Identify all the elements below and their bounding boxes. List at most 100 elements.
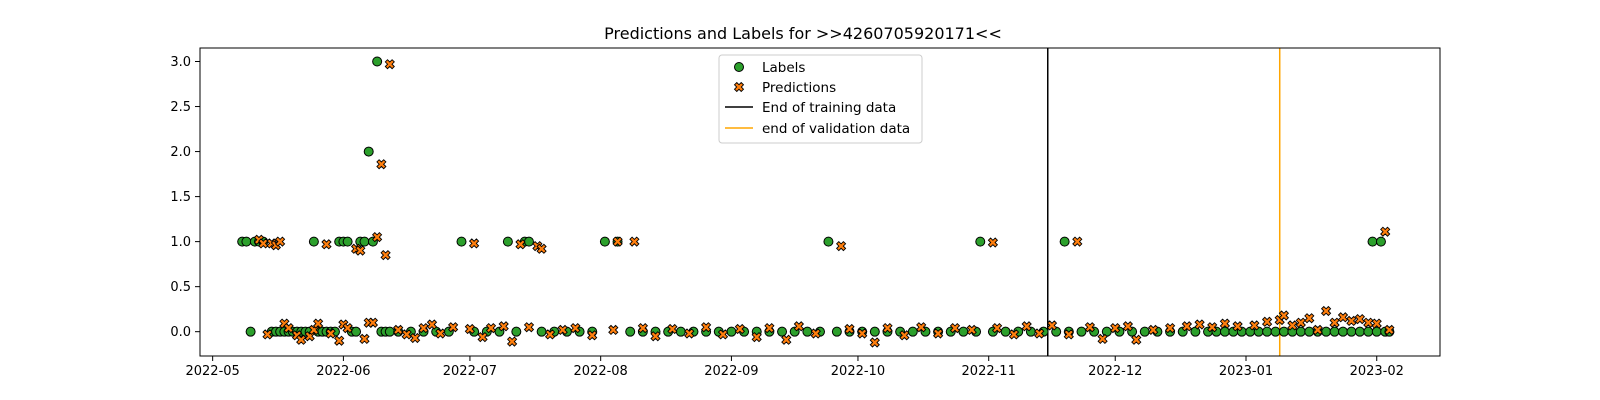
prediction-point (612, 236, 623, 247)
y-tick-label: 3.0 (170, 55, 191, 70)
x-tick-label: 2022-06 (316, 364, 370, 379)
label-point (241, 236, 252, 247)
prediction-point (367, 317, 379, 328)
prediction-point (371, 231, 383, 243)
label-point (675, 326, 686, 337)
label-point (1354, 326, 1365, 337)
legend-labels-text: Labels (762, 60, 805, 76)
prediction-point (342, 322, 353, 334)
label-point (1190, 326, 1201, 337)
legend: Labels Predictions End of training data … (718, 54, 923, 144)
label-point (351, 326, 362, 337)
label-point (1219, 326, 1230, 337)
x-tick-label: 2023-01 (1219, 364, 1273, 379)
prediction-point (899, 330, 910, 341)
prediction-point (932, 328, 944, 339)
x-tick-label: 2022-05 (185, 364, 239, 379)
x-tick-label: 2022-07 (443, 364, 497, 379)
prediction-point (882, 322, 893, 334)
label-point (1375, 236, 1386, 247)
reference-lines (1047, 48, 1281, 356)
prediction-point (325, 328, 336, 339)
prediction-point (1320, 305, 1332, 317)
prediction-point (312, 318, 324, 329)
prediction-point (717, 329, 729, 340)
y-tick-label: 2.5 (170, 100, 191, 115)
prediction-point (1312, 324, 1323, 336)
prediction-point (700, 322, 712, 333)
label-point (342, 236, 353, 247)
prediction-point (916, 322, 927, 333)
prediction-point (283, 322, 294, 334)
prediction-point (1110, 322, 1121, 334)
y-tick-label: 0.0 (170, 325, 191, 340)
prediction-point (1278, 310, 1290, 321)
prediction-point (321, 239, 332, 250)
prediction-point (1304, 313, 1315, 324)
prediction-point (435, 328, 446, 339)
prediction-point (1207, 322, 1218, 333)
y-axis: 0.0 0.5 1.0 1.5 2.0 2.5 3.0 (170, 55, 200, 340)
prediction-point (359, 333, 370, 345)
label-point (1000, 326, 1011, 337)
prediction-point (991, 322, 1003, 334)
legend-predictions-text: Predictions (762, 80, 836, 96)
label-point (777, 326, 788, 337)
label-point (384, 326, 395, 337)
label-point (1278, 326, 1289, 337)
prediction-point (334, 335, 345, 346)
legend-box (718, 54, 923, 144)
prediction-point (426, 319, 438, 330)
x-tick-label: 2022-12 (1088, 364, 1142, 379)
label-point (456, 236, 467, 247)
prediction-point (781, 334, 792, 345)
prediction-point (1261, 316, 1273, 327)
prediction-point (857, 328, 868, 339)
label-point (599, 236, 610, 247)
prediction-point (1380, 226, 1391, 237)
label-point (1371, 326, 1382, 337)
prediction-point (1194, 319, 1205, 330)
prediction-point (966, 324, 977, 336)
prediction-point (380, 249, 391, 261)
legend-labels-marker (734, 62, 744, 72)
prediction-point (536, 243, 547, 254)
label-point (1139, 326, 1150, 337)
label-point (975, 236, 986, 247)
label-point (1262, 326, 1273, 337)
prediction-point (544, 329, 556, 340)
prediction-point (587, 330, 598, 341)
prediction-point (1072, 236, 1083, 247)
label-point (523, 236, 534, 247)
y-tick-label: 1.5 (170, 190, 191, 205)
prediction-point (1046, 320, 1058, 331)
prediction-point (1148, 324, 1159, 336)
label-point (1076, 326, 1087, 337)
prediction-point (1021, 321, 1032, 332)
prediction-point (793, 321, 805, 332)
label-point (726, 326, 737, 337)
prediction-point (949, 322, 961, 334)
plot-frame (199, 47, 1441, 357)
x-tick-label: 2023-02 (1350, 364, 1404, 379)
label-point (625, 326, 636, 337)
x-tick-label: 2022-09 (704, 364, 758, 379)
label-point (363, 146, 374, 157)
prediction-point (764, 322, 775, 334)
legend-predictions-marker (733, 81, 745, 93)
chart-title: Predictions and Labels for >>42607059201… (604, 24, 1002, 43)
label-point (1059, 236, 1070, 247)
prediction-point (1384, 324, 1395, 336)
label-point (1101, 326, 1112, 337)
label-point (1270, 326, 1281, 337)
label-point (1329, 326, 1340, 337)
prediction-point (447, 322, 459, 333)
prediction-point (1295, 317, 1306, 328)
prediction-point (684, 328, 695, 339)
label-point (802, 326, 813, 337)
label-point (823, 236, 834, 247)
prediction-point (1063, 329, 1074, 340)
prediction-point (637, 322, 649, 334)
prediction-point (384, 59, 395, 70)
